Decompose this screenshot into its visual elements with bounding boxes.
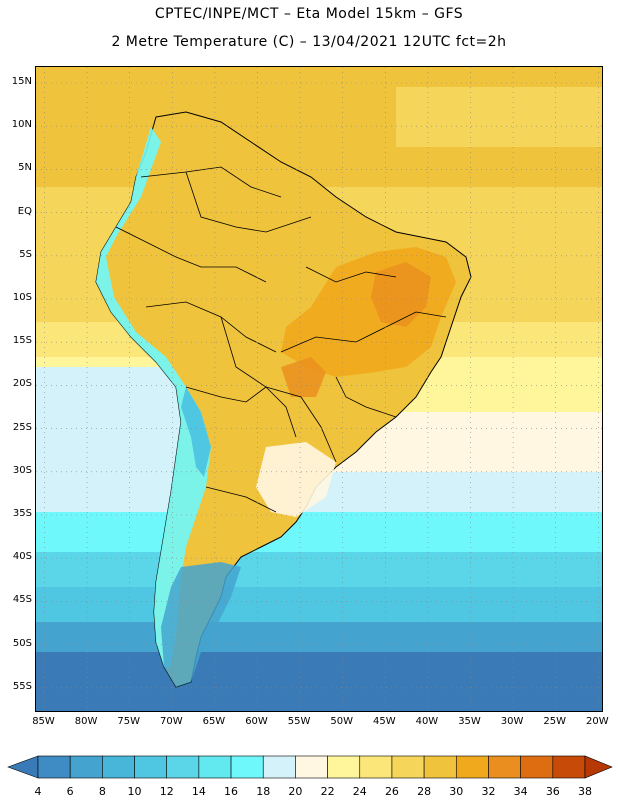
- pacific-band-18b: [36, 412, 186, 472]
- south-brazil-mild-region: [256, 442, 336, 517]
- ocean-band-10: [36, 622, 602, 652]
- colorbar-swatch: [552, 755, 586, 779]
- ocean-band-16: [36, 512, 602, 552]
- colorbar-tick-label: 14: [191, 785, 206, 798]
- atlantic-warm-patch: [396, 87, 602, 147]
- colorbar-tick-label: 32: [481, 785, 496, 798]
- lat-tick-label: 40S: [12, 551, 32, 563]
- lon-tick-label: 20W: [585, 716, 609, 727]
- lon-tick-label: 75W: [117, 716, 140, 727]
- colorbar-swatch: [295, 755, 328, 779]
- colorbar-swatch: [198, 755, 232, 779]
- colorbar-swatch: [423, 755, 457, 779]
- lat-tick-label: 55S: [12, 680, 32, 692]
- lat-tick-label: 5S: [19, 248, 32, 260]
- lon-tick-label: 30W: [500, 716, 524, 727]
- lon-tick-label: 60W: [245, 716, 268, 727]
- colorbar-swatch: [327, 755, 361, 779]
- colorbar-tick-label: 22: [320, 785, 335, 798]
- country-borders: [115, 166, 447, 513]
- colorbar-swatch: [488, 755, 521, 779]
- colorbar-tick-label: 24: [352, 785, 367, 798]
- colorbar-swatch: [102, 755, 135, 779]
- lat-tick-label: 25S: [12, 421, 32, 433]
- colorbar-tick-label: 26: [384, 785, 399, 798]
- lon-tick-label: 80W: [74, 716, 98, 727]
- hot-spot-central: [281, 357, 326, 397]
- lon-tick-label: 65W: [202, 716, 226, 727]
- colorbar-tick-label: 28: [417, 785, 432, 798]
- colorbar-tick-label: 34: [513, 785, 528, 798]
- colorbar-swatch: [455, 755, 489, 779]
- colorbar-tick-label: 4: [34, 785, 42, 798]
- colorbar-tick-label: 38: [578, 785, 592, 798]
- colorbar-swatch: [37, 755, 71, 779]
- colorbar-swatch: [134, 755, 168, 779]
- andes-cold-strip: [96, 127, 211, 667]
- colorbar-swatch: [391, 755, 425, 779]
- map-title-line-1: CPTEC/INPE/MCT – Eta Model 15km – GFS: [154, 6, 464, 22]
- colorbar-max-arrow: [584, 755, 613, 779]
- lat-tick-label: 35S: [12, 508, 32, 519]
- ocean-band-6: [36, 652, 602, 711]
- lon-tick-label: 85W: [32, 716, 55, 727]
- lat-tick-label: 10N: [11, 119, 32, 131]
- lat-tick-label: 45S: [12, 594, 32, 606]
- temperature-map: [35, 66, 603, 712]
- colorbar-swatch: [359, 755, 393, 779]
- colorbar-swatch: [166, 755, 200, 779]
- lat-tick-label: 10S: [12, 292, 32, 303]
- colorbar-tick-label: 18: [256, 785, 271, 798]
- map-title-line-2: 2 Metre Temperature (C) – 13/04/2021 12U…: [111, 34, 507, 50]
- colorbar-swatch: [262, 755, 296, 779]
- lat-tick-label: EQ: [17, 205, 32, 217]
- ocean-band-12: [36, 587, 602, 622]
- ocean-band-14: [36, 552, 602, 587]
- pacific-band-18: [36, 367, 186, 412]
- colorbar-tick-label: 16: [224, 785, 239, 798]
- lon-tick-label: 70W: [159, 716, 183, 727]
- lat-tick-label: 30S: [12, 464, 32, 476]
- lat-tick-label: 15S: [12, 335, 32, 347]
- andes-cold-core: [181, 387, 211, 477]
- hot-spot-northeast: [371, 262, 431, 327]
- lon-tick-label: 35W: [458, 716, 481, 727]
- colorbar-tick-label: 10: [127, 785, 142, 798]
- colorbar-swatch: [230, 755, 264, 779]
- colorbar-tick-label: 30: [449, 785, 464, 798]
- colorbar-tick-label: 8: [98, 785, 106, 798]
- lat-tick-label: 5N: [18, 162, 32, 174]
- lon-tick-label: 40W: [415, 716, 439, 727]
- lon-tick-label: 25W: [543, 716, 566, 727]
- lat-tick-label: 15N: [11, 76, 32, 87]
- colorbar-tick-label: 12: [159, 785, 174, 798]
- lon-tick-label: 45W: [372, 716, 396, 727]
- colorbar-tick-label: 36: [545, 785, 560, 798]
- colorbar-tick-label: 20: [288, 785, 303, 798]
- colorbar-tick-label: 6: [66, 785, 74, 798]
- colorbar: [7, 755, 613, 779]
- colorbar-min-arrow: [7, 755, 39, 779]
- lon-tick-label: 55W: [287, 716, 311, 727]
- colorbar-swatch: [69, 755, 103, 779]
- colorbar-swatch: [520, 755, 554, 779]
- lat-tick-label: 20S: [12, 378, 32, 390]
- map-canvas: [36, 67, 602, 711]
- lon-tick-label: 50W: [330, 716, 353, 727]
- lat-tick-label: 50S: [12, 637, 32, 649]
- patagonia-cold-region: [161, 562, 241, 687]
